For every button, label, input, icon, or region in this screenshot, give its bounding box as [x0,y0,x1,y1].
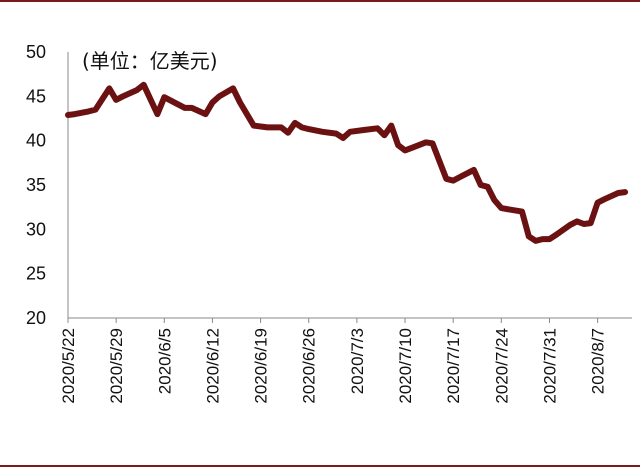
x-tick-label: 2020/6/12 [203,328,222,404]
y-axis-ticks: 20 25 30 35 40 45 50 [26,42,46,328]
series-line [65,81,629,244]
series-layer [65,81,629,244]
y-tick-label: 45 [26,86,46,106]
y-tick-label: 35 [26,175,46,195]
x-tick-label: 2020/7/10 [396,328,415,404]
x-tick-label: 2020/7/17 [444,328,463,404]
x-tick-label: 2020/7/31 [540,328,559,404]
x-tick-label: 2020/5/22 [59,328,78,404]
y-tick-label: 40 [26,131,46,151]
x-tick-label: 2020/6/19 [252,328,271,404]
x-tick-label: 2020/6/26 [300,328,319,404]
x-tick-label: 2020/6/5 [155,328,174,394]
y-tick-label: 50 [26,42,46,62]
y-tick-label: 20 [26,308,46,328]
x-tick-label: 2020/8/7 [589,328,608,394]
bottom-border [0,465,640,467]
x-axis-ticks: 2020/5/22 2020/5/29 2020/6/5 2020/6/12 2020/… [59,318,608,404]
x-tick-label: 2020/7/3 [348,328,367,394]
unit-label: (单位：亿美元) [82,49,218,73]
y-tick-label: 25 [26,264,46,284]
x-tick-label: 2020/7/24 [492,328,511,404]
x-tick-label: 2020/5/29 [107,328,126,404]
top-border [0,0,640,2]
y-tick-label: 30 [26,219,46,239]
axes [67,52,632,319]
